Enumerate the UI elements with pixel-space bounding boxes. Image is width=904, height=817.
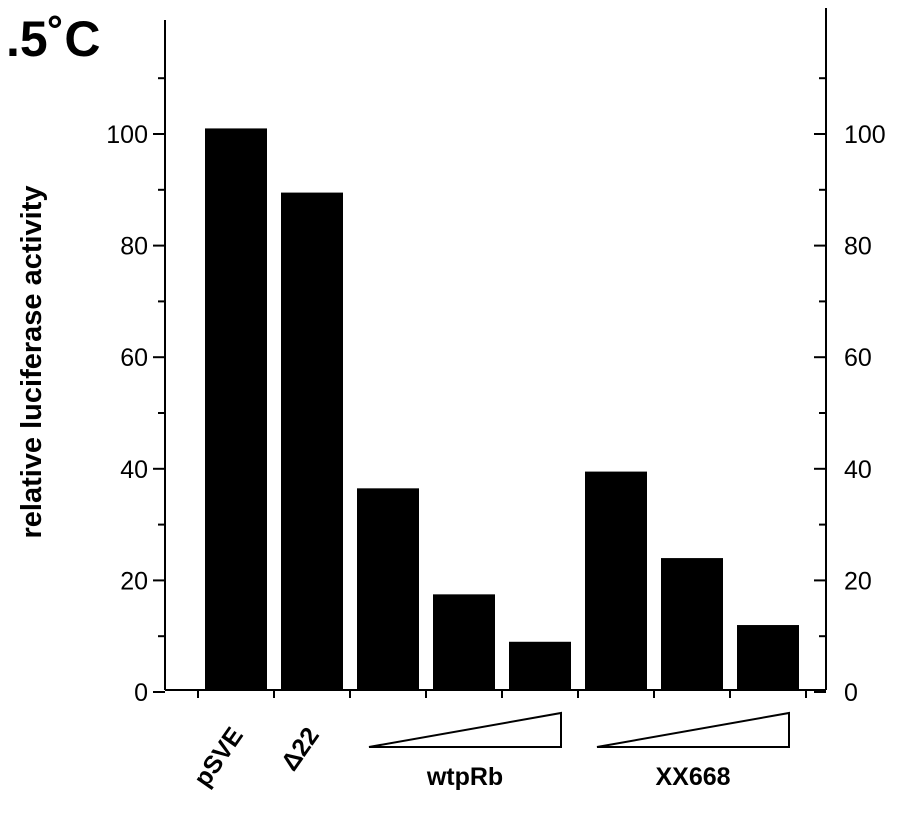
dose-ramp — [368, 711, 562, 748]
chart-title: .5˚C — [6, 11, 100, 67]
y-tick-label-left: 40 — [120, 456, 148, 484]
group-label: XX668 — [655, 763, 730, 791]
dose-ramp — [596, 711, 790, 748]
y-tick-label-right: 100 — [844, 121, 886, 149]
y-tick-label-left: 100 — [106, 121, 148, 149]
bar — [661, 558, 723, 690]
tick-labels: 0 0 20 20 40 40 60 60 80 80 100 100 — [106, 121, 885, 707]
dose-groups: wtpRb XX668 — [368, 711, 790, 791]
y-tick-label-left: 60 — [120, 344, 148, 372]
bar — [585, 471, 647, 690]
bar — [357, 488, 419, 690]
y-tick-label-right: 20 — [844, 567, 872, 595]
bar — [205, 128, 267, 691]
category-label: pSVE — [189, 722, 249, 792]
bar — [433, 594, 495, 690]
category-labels: pSVE Δ22 — [189, 722, 325, 792]
y-axis-label: relative luciferase activity — [16, 185, 48, 538]
group-label: wtpRb — [426, 763, 503, 791]
y-tick-label-right: 80 — [844, 233, 872, 261]
y-tick-label-right: 0 — [844, 679, 858, 707]
y-tick-label-left: 20 — [120, 567, 148, 595]
y-tick-label-left: 80 — [120, 233, 148, 261]
axes — [153, 8, 827, 698]
bar — [281, 192, 343, 690]
y-tick-label-right: 40 — [844, 456, 872, 484]
bar — [737, 625, 799, 690]
y-tick-label-right: 60 — [844, 344, 872, 372]
y-tick-label-left: 0 — [134, 679, 148, 707]
bars — [205, 128, 799, 691]
category-label: Δ22 — [276, 722, 325, 776]
bar — [509, 641, 571, 690]
